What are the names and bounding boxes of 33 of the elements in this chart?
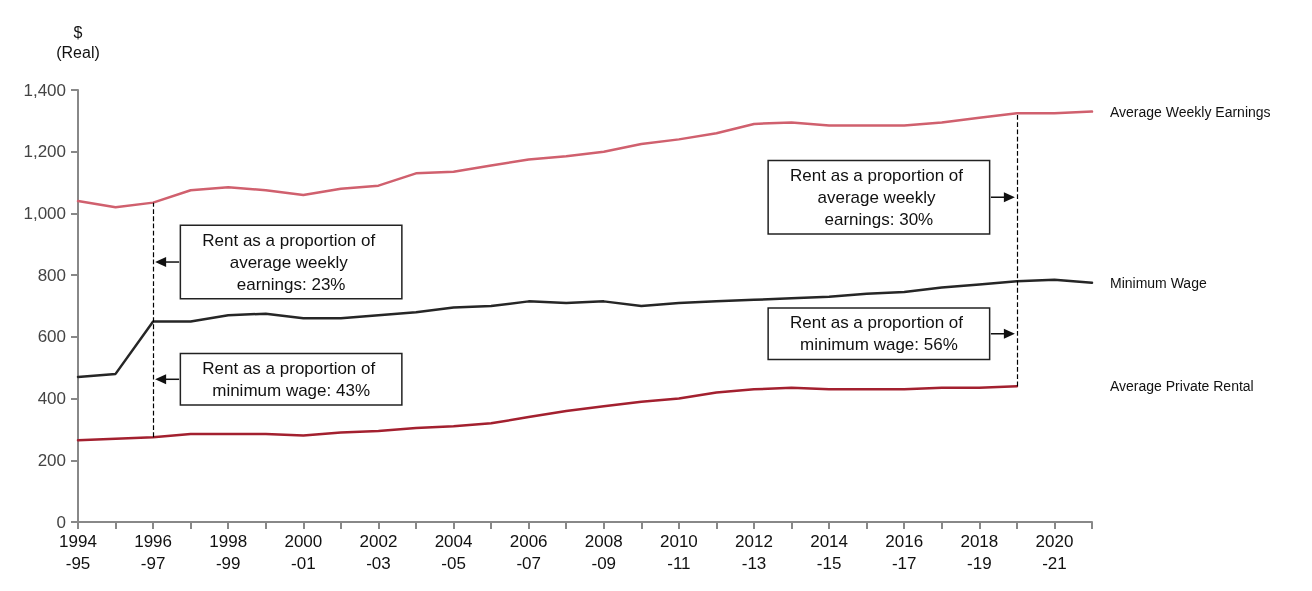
y-tick-label: 1,400 — [23, 80, 66, 100]
y-axis-title: $ (Real) — [56, 23, 100, 61]
y-tick-label: 800 — [37, 265, 66, 285]
y-tick-label: 200 — [37, 450, 66, 470]
y-tick-label: 1,200 — [23, 142, 66, 162]
series-label: Minimum Wage — [1110, 274, 1207, 291]
x-tick-label: 1996-97 — [134, 531, 173, 573]
x-tick-label: 2012-13 — [735, 531, 773, 573]
x-tick-label: 2000-01 — [284, 531, 323, 573]
text: Average Private Rental — [1110, 378, 1254, 395]
y-tick-label: 600 — [37, 327, 66, 347]
annotation: Rent as a proportion of average weekly earnings: 23% — [202, 230, 380, 294]
x-tick-label: 1998-99 — [209, 531, 248, 573]
x-tick-label: 2002-03 — [359, 531, 398, 573]
x-tick-label: 2010-11 — [659, 531, 698, 573]
x-tick-label: 2004-05 — [434, 531, 473, 573]
line-series — [76, 278, 1094, 379]
line-series — [76, 384, 1019, 442]
x-tick-label: 1994-95 — [59, 531, 97, 573]
annotation: Rent as a proportion of minimum wage: 43% — [202, 358, 380, 400]
x-tick-label: 2018-19 — [960, 531, 999, 573]
annotation: Rent as a proportion of minimum wage: 56% — [790, 313, 968, 355]
x-tick-label: 2014-15 — [810, 531, 849, 573]
x-tick-label: 2016-17 — [885, 531, 924, 573]
x-tick-label: 2006-07 — [509, 531, 548, 573]
x-tick-label: 2008-09 — [584, 531, 623, 573]
x-tick-label: 2020-21 — [1035, 531, 1074, 573]
y-tick-label: 400 — [37, 389, 66, 409]
y-tick-label: 1,000 — [23, 203, 66, 223]
line-series — [76, 110, 1094, 209]
y-tick-label: 0 — [56, 512, 66, 532]
series-label: Average Weekly Earnings — [1110, 103, 1271, 120]
annotation: Rent as a proportion of average weekly earnings: 30% — [790, 165, 968, 229]
